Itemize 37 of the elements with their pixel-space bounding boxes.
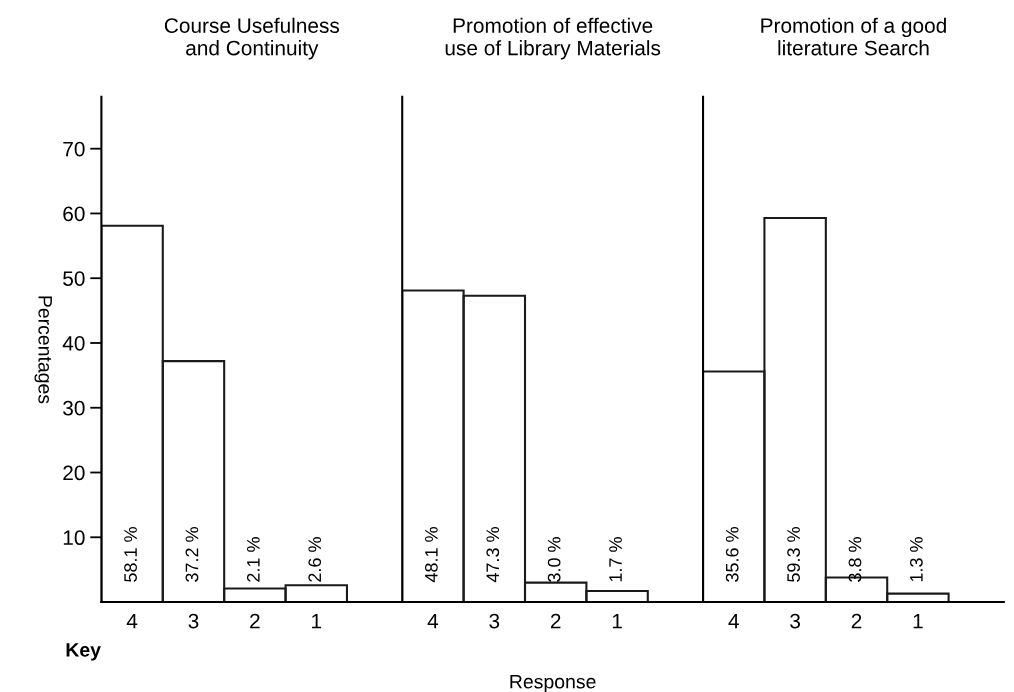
chart-title: Promotion of effective use of Library Materials (445, 17, 661, 60)
y-tick-label: 30 (63, 400, 85, 416)
data-label: 48.1 % (424, 527, 438, 583)
y-tick-label: 10 (63, 530, 85, 546)
x-tick-label: 2 (250, 613, 260, 629)
y-tick-label: 20 (63, 465, 85, 481)
x-tick-label: 3 (790, 613, 801, 629)
data-label: 58.1 % (124, 527, 137, 582)
data-label: 3.0 % (547, 537, 561, 582)
data-label: 1.7 % (609, 537, 622, 582)
text: Key (66, 643, 101, 661)
chart-title: Promotion of a good literature Search (761, 17, 946, 56)
x-tick-label: 1 (312, 613, 322, 629)
y-tick-label: 70 (63, 141, 85, 157)
x-tick-label: 3 (188, 613, 199, 629)
data-label: 47.3 % (486, 527, 500, 583)
x-tick-label: 4 (126, 613, 138, 629)
x-tick-label: 1 (612, 613, 622, 629)
y-tick-label: 50 (63, 271, 85, 286)
x-tick-label: 3 (489, 613, 500, 629)
data-label: 3.8 % (848, 537, 862, 582)
data-label: 35.6 % (725, 527, 739, 582)
data-label: 2.6 % (308, 537, 322, 582)
y-axis-title: Percentages (34, 296, 52, 404)
x-tick-label: 4 (728, 613, 739, 629)
x-tick-label: 2 (851, 613, 862, 629)
x-axis-title: Response (510, 674, 596, 692)
x-tick-label: 2 (550, 613, 561, 629)
y-tick-label: 40 (62, 335, 85, 351)
data-label: 2.1 % (246, 537, 260, 582)
x-tick-label: 1 (913, 613, 923, 629)
chart-title: Course Usefulness and Continuity (164, 17, 340, 60)
y-tick-label: 60 (63, 206, 85, 222)
data-label: 59.3 % (787, 527, 800, 582)
data-label: 1.3 % (909, 537, 923, 582)
data-label: 37.2 % (185, 527, 199, 582)
x-tick-label: 4 (427, 613, 439, 629)
